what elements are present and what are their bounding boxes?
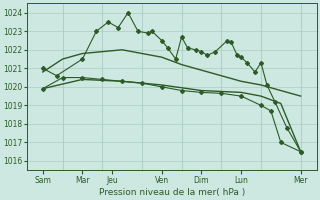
X-axis label: Pression niveau de la mer( hPa ): Pression niveau de la mer( hPa ) xyxy=(99,188,245,197)
